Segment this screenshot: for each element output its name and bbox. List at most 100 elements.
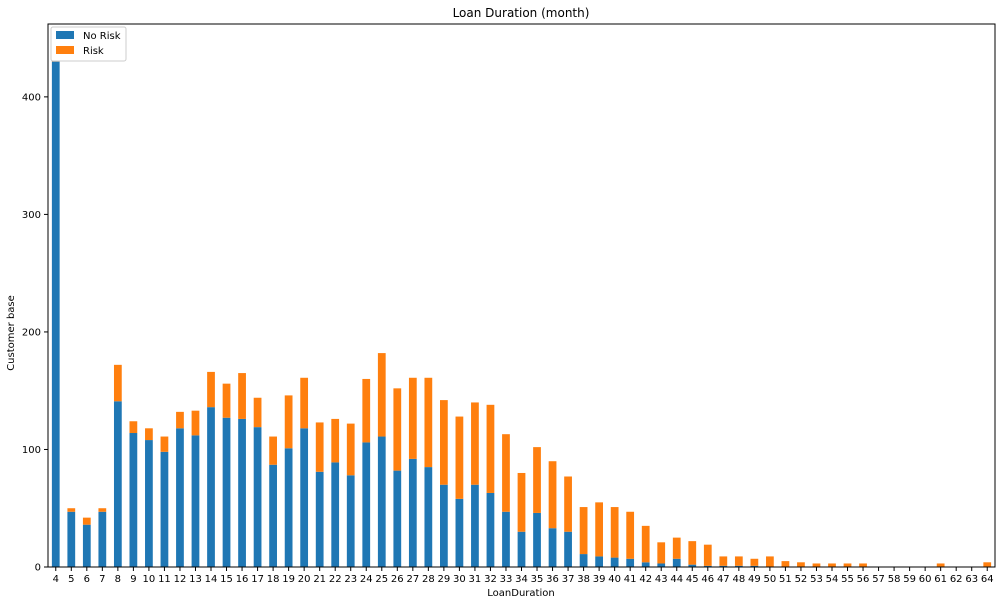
bar-no-risk-22	[331, 462, 340, 567]
legend: No Risk Risk	[50, 26, 127, 62]
bar-no-risk-34	[517, 531, 526, 567]
x-tick-label: 61	[934, 574, 947, 585]
y-tick-label: 400	[22, 92, 41, 103]
bar-risk-25	[377, 353, 386, 437]
bar-no-risk-38	[579, 554, 588, 567]
x-tick-label: 41	[624, 574, 637, 585]
x-tick-label: 50	[764, 574, 777, 585]
bar-risk-6	[82, 517, 91, 525]
x-tick-label: 63	[965, 574, 978, 585]
x-tick-label: 12	[174, 574, 187, 585]
x-tick-label: 5	[68, 574, 74, 585]
bar-risk-18	[269, 436, 277, 465]
x-tick-label: 11	[158, 574, 171, 585]
bar-no-risk-33	[502, 511, 510, 567]
x-tick-label: 42	[639, 574, 652, 585]
x-tick-label: 13	[189, 574, 202, 585]
x-tick-label: 19	[282, 574, 295, 585]
x-tick-label: 6	[84, 574, 90, 585]
bar-no-risk-46	[703, 565, 712, 567]
bar-risk-30	[455, 416, 464, 499]
x-tick-label: 53	[810, 574, 823, 585]
bar-risk-33	[502, 434, 510, 512]
x-tick-label: 30	[453, 574, 466, 585]
bar-risk-27	[408, 377, 417, 459]
bar-risk-10	[145, 428, 153, 441]
bar-risk-48	[734, 556, 743, 566]
bar-no-risk-48	[734, 565, 743, 567]
bar-no-risk-40	[610, 557, 619, 567]
bar-risk-31	[471, 402, 479, 485]
bar-no-risk-21	[315, 471, 324, 567]
bar-risk-23	[346, 423, 355, 476]
bar-risk-61	[936, 563, 945, 567]
bar-risk-43	[657, 542, 666, 564]
bar-risk-17	[253, 397, 262, 428]
legend-swatch-risk	[56, 46, 74, 54]
bar-no-risk-32	[486, 492, 495, 567]
bar-no-risk-18	[269, 464, 277, 567]
bar-risk-42	[641, 525, 650, 563]
x-tick-label: 52	[795, 574, 808, 585]
x-tick-label: 20	[298, 574, 311, 585]
bar-risk-56	[859, 563, 867, 567]
x-tick-label: 31	[469, 574, 482, 585]
bar-risk-38	[579, 507, 588, 555]
bar-risk-37	[564, 476, 572, 532]
bar-risk-32	[486, 404, 495, 493]
bar-no-risk-29	[440, 484, 448, 567]
bar-no-risk-16	[238, 418, 246, 567]
bar-no-risk-44	[672, 558, 681, 567]
legend-label-risk: Risk	[83, 46, 104, 57]
bar-no-risk-24	[362, 442, 371, 567]
x-tick-label: 28	[422, 574, 435, 585]
x-tick-label: 57	[872, 574, 885, 585]
x-tick-label: 46	[701, 574, 714, 585]
bar-risk-24	[362, 378, 371, 443]
bar-risk-35	[533, 447, 541, 513]
bar-no-risk-41	[626, 558, 635, 567]
x-tick-label: 45	[686, 574, 699, 585]
bar-risk-20	[300, 377, 309, 429]
bar-no-risk-11	[160, 451, 169, 567]
bar-no-risk-39	[595, 556, 603, 567]
x-tick-label: 60	[919, 574, 932, 585]
bar-risk-39	[595, 502, 603, 557]
bar-risk-21	[315, 422, 324, 472]
bar-risk-19	[284, 395, 293, 449]
y-tick-label: 200	[22, 327, 41, 338]
y-tick-label: 0	[35, 563, 41, 574]
x-tick-label: 39	[593, 574, 606, 585]
bar-risk-41	[626, 511, 635, 559]
x-tick-label: 16	[236, 574, 249, 585]
bar-no-risk-8	[113, 401, 122, 567]
bar-no-risk-31	[471, 484, 479, 567]
bar-risk-49	[750, 558, 759, 566]
bar-no-risk-26	[393, 470, 402, 567]
x-tick-label: 23	[344, 574, 357, 585]
bar-risk-47	[719, 556, 728, 566]
x-tick-label: 49	[748, 574, 761, 585]
bar-no-risk-13	[191, 435, 200, 567]
x-tick-label: 64	[981, 574, 994, 585]
x-tick-label: 17	[251, 574, 264, 585]
x-tick-label: 48	[732, 574, 745, 585]
legend-swatch-no-risk	[56, 31, 74, 39]
bar-risk-45	[688, 541, 697, 565]
bar-no-risk-10	[145, 440, 153, 567]
bar-risk-11	[160, 436, 169, 452]
x-tick-label: 40	[608, 574, 621, 585]
bar-risk-28	[424, 377, 433, 468]
bar-risk-34	[517, 472, 526, 532]
bar-no-risk-35	[533, 512, 541, 567]
bar-risk-29	[440, 400, 448, 485]
x-tick-label: 15	[220, 574, 233, 585]
bar-risk-44	[672, 537, 681, 559]
bar-no-risk-20	[300, 428, 309, 567]
bar-no-risk-9	[129, 433, 138, 567]
x-tick-label: 54	[826, 574, 839, 585]
x-tick-label: 32	[484, 574, 497, 585]
bar-risk-15	[222, 383, 231, 418]
bar-risk-36	[548, 461, 557, 529]
bar-no-risk-15	[222, 417, 231, 567]
